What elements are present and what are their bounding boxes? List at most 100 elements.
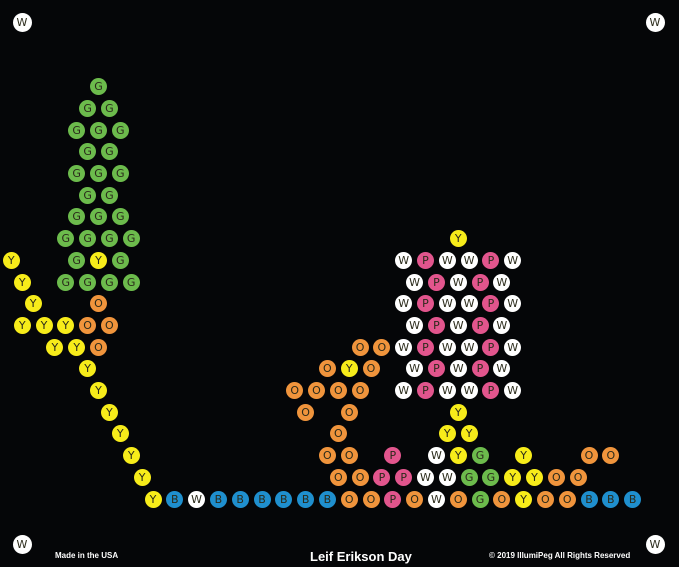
- peg-w: W: [504, 251, 522, 269]
- peg-o: O: [569, 468, 587, 486]
- peg-w: W: [504, 338, 522, 356]
- peg-y: Y: [24, 295, 42, 313]
- peg-y: Y: [449, 403, 467, 421]
- peg-g: G: [79, 273, 97, 291]
- peg-p: P: [417, 251, 434, 269]
- peg-b: B: [318, 490, 336, 508]
- peg-g: G: [460, 468, 478, 486]
- peg-o: O: [362, 360, 380, 378]
- peg-y: Y: [122, 447, 140, 465]
- peg-w: W: [438, 251, 456, 269]
- peg-g: G: [68, 208, 86, 226]
- peg-w: W: [645, 12, 665, 32]
- peg-g: G: [68, 121, 86, 139]
- peg-w: W: [12, 12, 32, 32]
- peg-p: P: [417, 338, 434, 356]
- peg-y: Y: [57, 316, 75, 334]
- peg-w: W: [449, 360, 467, 378]
- peg-w: W: [438, 382, 456, 399]
- copyright-label: © 2019 IllumiPeg All Rights Reserved: [489, 551, 631, 560]
- peg-p: P: [395, 468, 413, 486]
- peg-g: G: [471, 447, 489, 465]
- peg-g: G: [57, 230, 75, 248]
- peg-w: W: [645, 534, 665, 554]
- peg-g: G: [57, 273, 75, 291]
- peg-w: W: [406, 273, 424, 291]
- peg-w: W: [406, 316, 424, 334]
- peg-o: O: [580, 447, 598, 465]
- peg-p: P: [482, 251, 500, 269]
- peg-y: Y: [133, 468, 151, 486]
- peg-y: Y: [68, 338, 86, 356]
- peg-y: Y: [340, 360, 358, 378]
- peg-y: Y: [90, 382, 107, 399]
- peg-p: P: [384, 447, 402, 465]
- peg-o: O: [79, 316, 97, 334]
- peg-o: O: [308, 382, 325, 399]
- peg-b: B: [624, 490, 642, 508]
- peg-p: P: [471, 273, 489, 291]
- peg-p: P: [427, 273, 445, 291]
- peg-o: O: [340, 403, 358, 421]
- peg-b: B: [297, 490, 315, 508]
- peg-o: O: [90, 338, 107, 356]
- peg-g: G: [111, 165, 129, 182]
- peg-w: W: [395, 251, 413, 269]
- peg-o: O: [602, 447, 620, 465]
- peg-o: O: [340, 447, 358, 465]
- peg-b: B: [166, 490, 184, 508]
- peg-w: W: [493, 316, 511, 334]
- peg-w: W: [427, 447, 445, 465]
- peg-g: G: [79, 230, 97, 248]
- peg-g: G: [90, 78, 107, 96]
- peg-o: O: [373, 338, 391, 356]
- peg-o: O: [297, 403, 315, 421]
- peg-g: G: [111, 251, 129, 269]
- peg-o: O: [340, 490, 358, 508]
- peg-o: O: [406, 490, 424, 508]
- peg-g: G: [90, 208, 107, 226]
- peg-y: Y: [449, 230, 467, 248]
- peg-y: Y: [460, 425, 478, 443]
- peg-w: W: [438, 338, 456, 356]
- peg-w: W: [460, 338, 478, 356]
- peg-w: W: [438, 295, 456, 313]
- peg-w: W: [188, 490, 206, 508]
- peg-b: B: [209, 490, 227, 508]
- peg-g: G: [111, 121, 129, 139]
- peg-y: Y: [46, 338, 64, 356]
- peg-w: W: [406, 360, 424, 378]
- peg-g: G: [68, 165, 86, 182]
- peg-y: Y: [13, 273, 31, 291]
- peg-o: O: [286, 382, 304, 399]
- peg-o: O: [351, 382, 369, 399]
- peg-g: G: [100, 273, 118, 291]
- peg-g: G: [90, 121, 107, 139]
- peg-p: P: [482, 295, 500, 313]
- peg-w: W: [460, 251, 478, 269]
- peg-o: O: [558, 490, 576, 508]
- peg-g: G: [79, 99, 97, 117]
- peg-w: W: [395, 295, 413, 313]
- peg-g: G: [122, 230, 140, 248]
- peg-g: G: [79, 186, 97, 204]
- peg-p: P: [417, 382, 434, 399]
- peg-w: W: [12, 534, 32, 554]
- peg-y: Y: [449, 447, 467, 465]
- peg-y: Y: [526, 468, 543, 486]
- peg-y: Y: [111, 425, 129, 443]
- peg-o: O: [329, 468, 347, 486]
- peg-p: P: [373, 468, 391, 486]
- peg-b: B: [580, 490, 598, 508]
- peg-g: G: [122, 273, 140, 291]
- peg-y: Y: [13, 316, 31, 334]
- peg-g: G: [482, 468, 500, 486]
- peg-o: O: [536, 490, 554, 508]
- peg-w: W: [427, 490, 445, 508]
- peg-y: Y: [438, 425, 456, 443]
- peg-w: W: [417, 468, 434, 486]
- peg-b: B: [253, 490, 271, 508]
- peg-w: W: [449, 273, 467, 291]
- peg-o: O: [90, 295, 107, 313]
